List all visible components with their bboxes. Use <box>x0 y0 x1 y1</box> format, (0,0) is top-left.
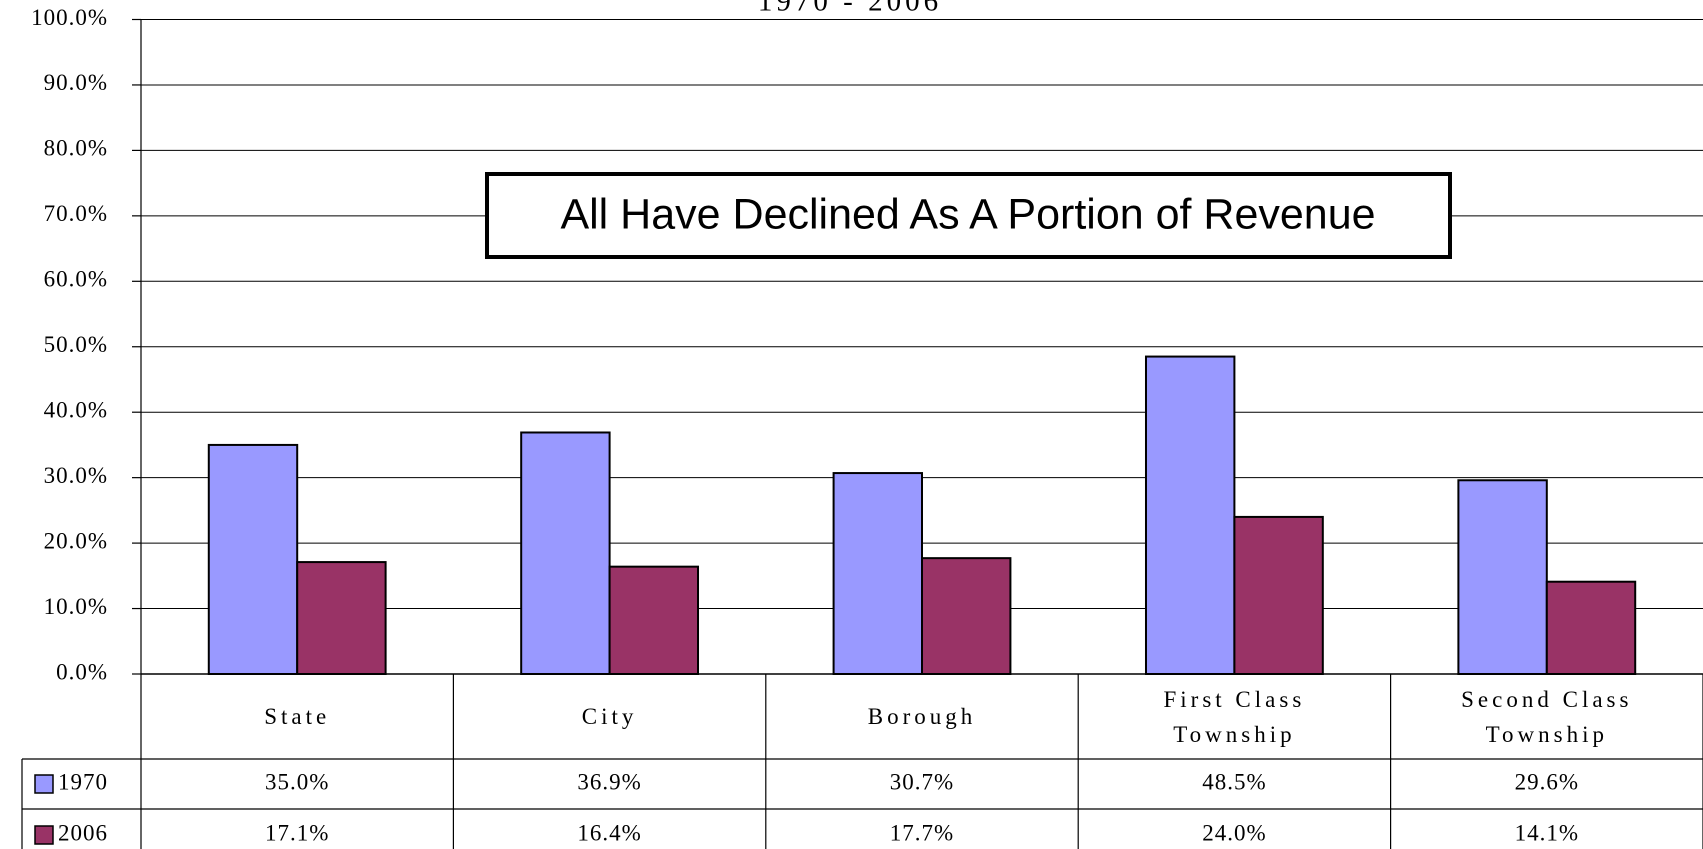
y-tick-label: 50.0% <box>44 332 108 357</box>
data-label: 14.1% <box>1515 820 1579 845</box>
bar <box>921 557 1012 675</box>
y-tick-label: 80.0% <box>44 136 108 161</box>
bar <box>1545 580 1637 676</box>
data-label: 17.7% <box>890 820 954 845</box>
x-tick-label: State <box>264 704 331 729</box>
x-tick-label: Second Class Township <box>1461 686 1633 747</box>
legend-label: 1970 <box>58 769 108 794</box>
x-tick-label: City <box>581 704 638 729</box>
data-label: 48.5% <box>1202 769 1266 794</box>
data-label: 29.6% <box>1515 769 1579 794</box>
y-tick-label: 100.0% <box>31 5 108 30</box>
bar <box>520 431 611 675</box>
y-tick-label: 70.0% <box>44 201 108 226</box>
x-tick-label: Borough <box>867 704 977 729</box>
bar <box>1233 515 1324 675</box>
y-tick-label: 20.0% <box>44 528 108 553</box>
y-tick-label: 90.0% <box>44 70 108 95</box>
y-tick-label: 60.0% <box>44 267 108 292</box>
legend-swatch <box>34 825 54 845</box>
legend-label: 2006 <box>58 820 108 845</box>
annotation: All Have Declined As A Portion of Revenu… <box>560 190 1375 238</box>
legend-swatch <box>34 774 54 794</box>
x-tick-label: First Class Township <box>1163 686 1306 747</box>
y-tick-label: 40.0% <box>44 397 108 422</box>
y-tick-label: 30.0% <box>44 463 108 488</box>
data-label: 36.9% <box>577 769 641 794</box>
bar <box>296 561 387 676</box>
data-label: 16.4% <box>577 820 641 845</box>
bar <box>207 443 299 675</box>
y-tick-label: 10.0% <box>44 594 108 619</box>
chart-title: 1970 - 2006 <box>758 0 942 18</box>
bar <box>1457 479 1548 675</box>
bar <box>608 565 700 675</box>
bar <box>1144 355 1236 675</box>
bar <box>832 472 924 676</box>
data-label: 24.0% <box>1202 820 1266 845</box>
data-label: 17.1% <box>265 820 329 845</box>
annotation-box <box>485 172 1452 259</box>
data-label: 35.0% <box>265 769 329 794</box>
data-label: 30.7% <box>890 769 954 794</box>
y-tick-label: 0.0% <box>56 659 108 684</box>
